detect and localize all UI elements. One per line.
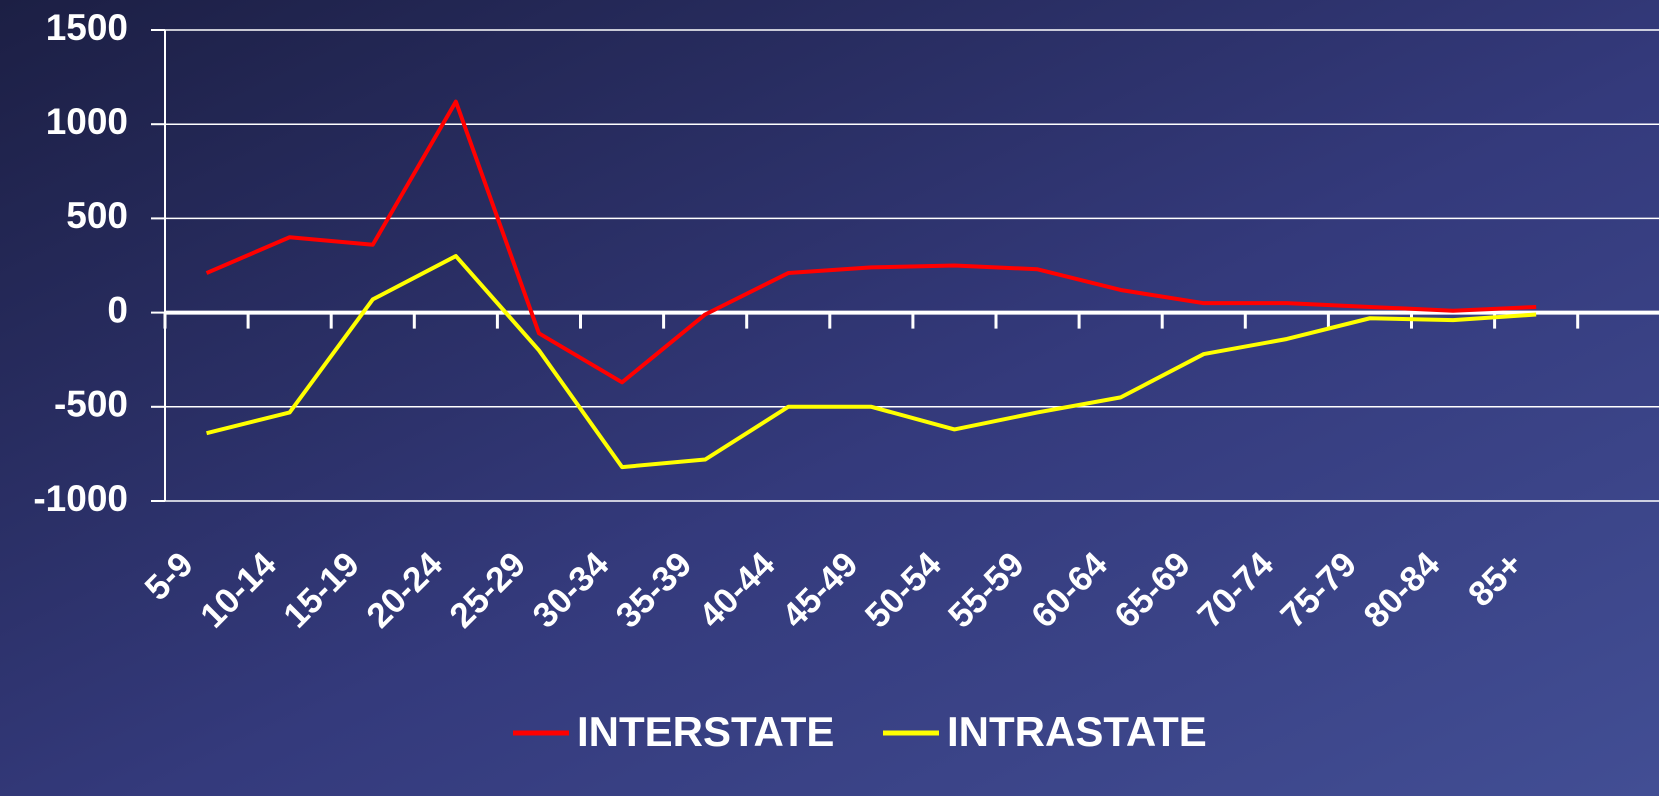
legend-label: INTERSTATE bbox=[577, 708, 834, 755]
y-tick-label: 1500 bbox=[46, 7, 128, 48]
y-tick-label: -500 bbox=[54, 384, 128, 425]
series-line bbox=[206, 254, 1537, 470]
y-tick-label: 0 bbox=[107, 289, 128, 330]
y-tick-label: -1000 bbox=[33, 478, 128, 519]
y-tick-label: 500 bbox=[66, 195, 128, 236]
y-tick-label: 1000 bbox=[46, 101, 128, 142]
legend-label: INTRASTATE bbox=[947, 708, 1207, 755]
series-line bbox=[205, 99, 1537, 385]
